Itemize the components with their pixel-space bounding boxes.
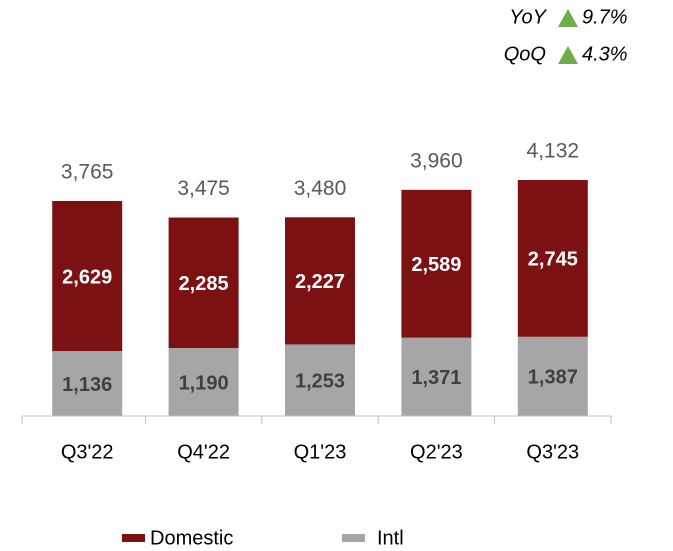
bar-segment bbox=[52, 351, 123, 416]
bar-segment bbox=[401, 337, 472, 416]
data-label: 1,136 bbox=[62, 374, 112, 396]
annotation-value: 4.3% bbox=[582, 43, 628, 65]
bar-segment bbox=[52, 200, 123, 352]
bar-segment bbox=[285, 217, 355, 345]
legend-label: Domestic bbox=[150, 527, 233, 549]
bar-segment bbox=[517, 180, 588, 337]
data-label: 2,227 bbox=[295, 271, 345, 293]
data-label: 2,745 bbox=[528, 249, 578, 271]
data-label: 1,253 bbox=[295, 371, 345, 393]
data-label: 1,190 bbox=[179, 372, 229, 394]
annotation-value: 9.7% bbox=[582, 6, 628, 28]
legend-swatch bbox=[122, 534, 145, 542]
annotation-label: QoQ bbox=[504, 43, 546, 65]
legend-label: Intl bbox=[377, 527, 404, 549]
data-label: 2,629 bbox=[62, 266, 112, 288]
up-arrow bbox=[558, 9, 578, 27]
up-arrow bbox=[558, 46, 578, 64]
total-label: 3,765 bbox=[61, 161, 114, 184]
bar-segment bbox=[168, 217, 239, 349]
bar-segment bbox=[401, 189, 472, 338]
bar-segment bbox=[285, 344, 355, 416]
data-label: 1,371 bbox=[411, 367, 461, 389]
data-label: 2,589 bbox=[411, 254, 461, 276]
legend-swatch bbox=[342, 534, 365, 542]
x-tick-label: Q4'22 bbox=[177, 441, 230, 463]
x-tick-label: Q3'23 bbox=[526, 441, 579, 463]
total-label: 4,132 bbox=[527, 140, 580, 163]
total-label: 3,475 bbox=[177, 177, 230, 200]
total-label: 3,960 bbox=[410, 149, 463, 172]
bar-segment bbox=[168, 348, 239, 416]
data-label: 1,387 bbox=[528, 367, 578, 389]
x-tick-label: Q3'22 bbox=[61, 441, 114, 463]
data-label: 2,285 bbox=[179, 273, 229, 295]
x-tick-label: Q1'23 bbox=[294, 441, 347, 463]
annotation-label: YoY bbox=[509, 6, 547, 28]
total-label: 3,480 bbox=[294, 177, 347, 200]
x-tick-label: Q2'23 bbox=[410, 441, 463, 463]
bar-segment bbox=[517, 336, 588, 416]
